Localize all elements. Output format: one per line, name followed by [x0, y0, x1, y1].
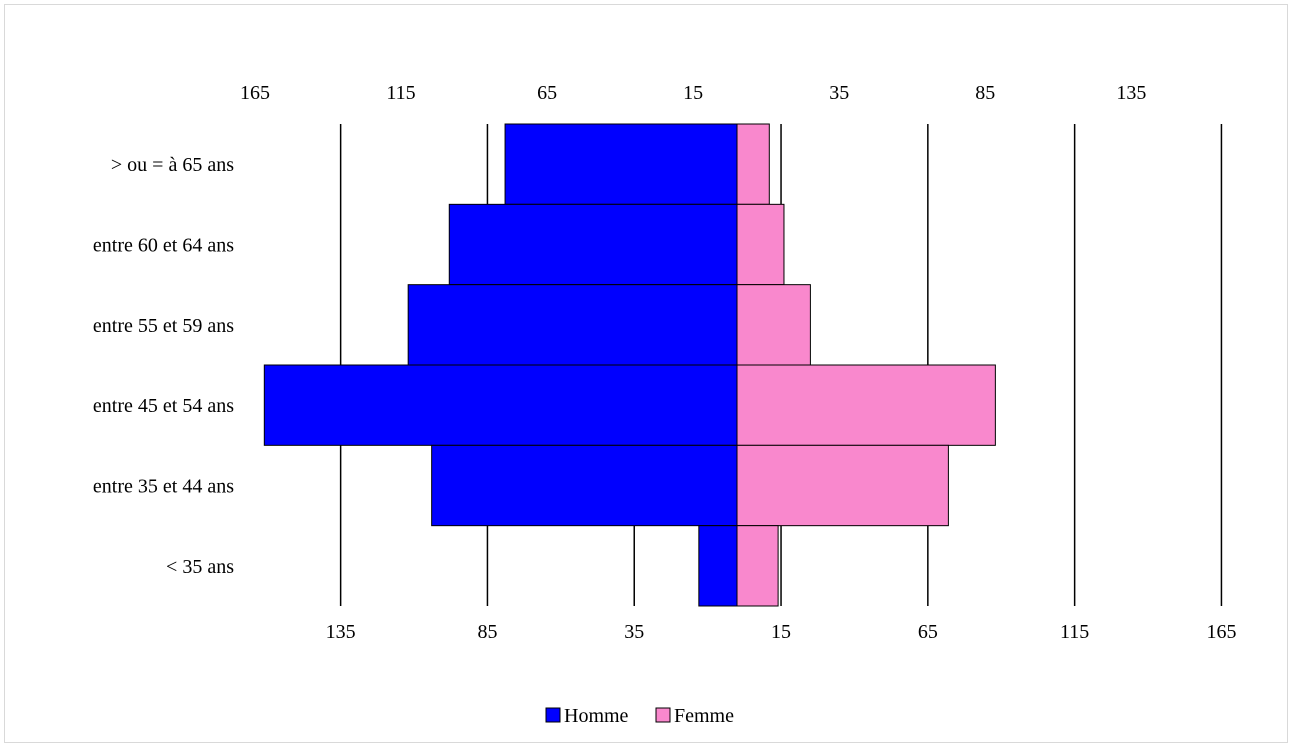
- bars: [263, 123, 996, 607]
- legend-label-1: Femme: [674, 705, 734, 727]
- top-tick-label-4: 35: [829, 82, 849, 104]
- bottom-tick-label-6: 165: [1206, 621, 1236, 643]
- bar-homme-3: [263, 364, 738, 446]
- bottom-tick-label-5: 115: [1060, 621, 1089, 643]
- top-tick-label-5: 85: [975, 82, 995, 104]
- bar-femme-2: [736, 284, 811, 366]
- category-label-2: entre 55 et 59 ans: [93, 315, 234, 337]
- bar-femme-1: [736, 203, 785, 286]
- category-label-5: < 35 ans: [166, 556, 234, 578]
- top-tick-label-1: 115: [386, 82, 415, 104]
- bar-homme-1: [448, 203, 738, 286]
- bar-femme-3: [736, 364, 996, 446]
- top-tick-label-6: 135: [1116, 82, 1146, 104]
- top-tick-label-0: 165: [240, 82, 270, 104]
- top-tick-label-2: 65: [537, 82, 557, 104]
- bottom-tick-label-3: 15: [771, 621, 791, 643]
- bottom-tick-label-2: 35: [624, 621, 644, 643]
- bar-femme-5: [736, 525, 779, 607]
- category-label-4: entre 35 et 44 ans: [93, 476, 234, 498]
- category-label-1: entre 60 et 64 ans: [93, 235, 234, 257]
- bottom-tick-label-0: 135: [326, 621, 356, 643]
- bottom-tick-label-1: 85: [477, 621, 497, 643]
- bar-femme-0: [736, 123, 770, 205]
- bar-homme-0: [504, 123, 738, 205]
- bottom-tick-label-4: 65: [918, 621, 938, 643]
- category-label-0: > ou = à 65 ans: [111, 154, 234, 176]
- legend-label-0: Homme: [564, 705, 629, 727]
- top-tick-label-3: 15: [683, 82, 703, 104]
- category-labels: > ou = à 65 ans entre 60 et 64 ans entre 5…: [93, 154, 234, 578]
- bar-homme-5: [698, 525, 738, 607]
- legend-swatch-1: [655, 707, 671, 723]
- bar-homme-4: [431, 444, 738, 527]
- top-tick-labels: 165 115 65 15 35 85 135: [240, 82, 1146, 104]
- bar-homme-2: [407, 284, 738, 366]
- legend-swatch-0: [545, 707, 561, 723]
- bar-femme-4: [736, 444, 949, 527]
- bottom-tick-labels: 135 85 35 15 65 115 165: [326, 621, 1237, 643]
- legend: Homme Femme: [545, 705, 734, 727]
- category-label-3: entre 45 et 54 ans: [93, 395, 234, 417]
